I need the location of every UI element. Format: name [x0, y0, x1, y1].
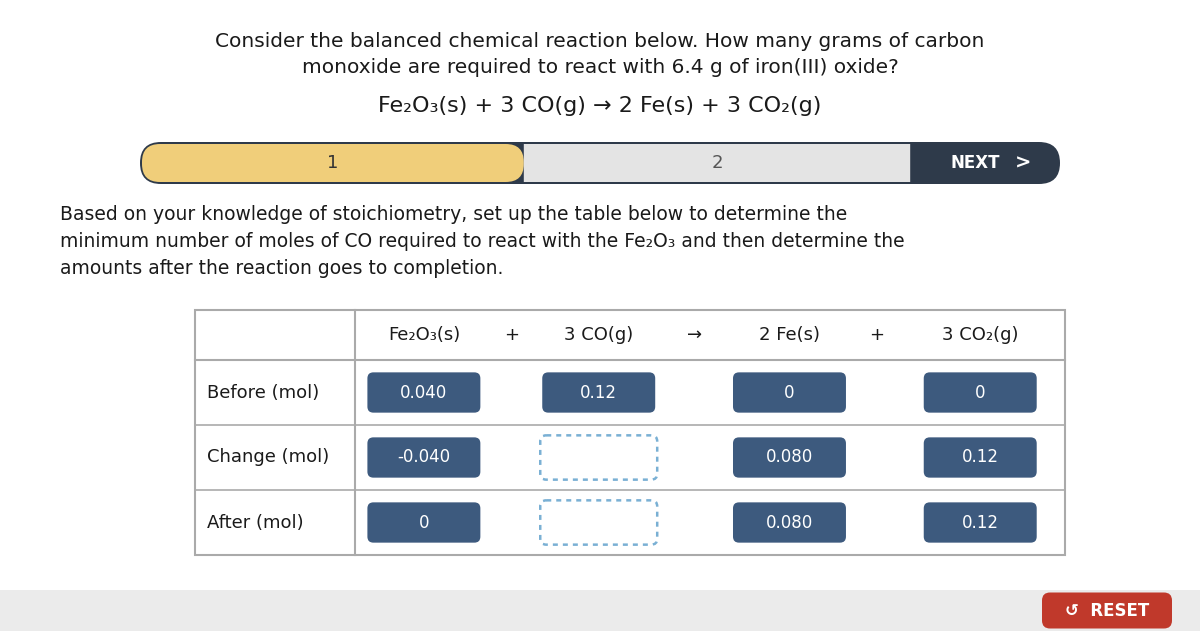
- FancyBboxPatch shape: [540, 500, 658, 545]
- Text: NEXT: NEXT: [950, 154, 1000, 172]
- Text: 0.12: 0.12: [961, 514, 998, 531]
- Text: 0: 0: [785, 384, 794, 401]
- Text: After (mol): After (mol): [208, 514, 304, 531]
- FancyBboxPatch shape: [733, 437, 846, 478]
- FancyBboxPatch shape: [523, 144, 910, 182]
- Text: 0.080: 0.080: [766, 449, 814, 466]
- Text: 0: 0: [974, 384, 985, 401]
- Bar: [194, 310, 1066, 555]
- Text: +: +: [870, 326, 884, 344]
- FancyBboxPatch shape: [367, 372, 480, 413]
- Text: Fe₂O₃(s) + 3 CO(g) → 2 Fe(s) + 3 CO₂(g): Fe₂O₃(s) + 3 CO(g) → 2 Fe(s) + 3 CO₂(g): [378, 96, 822, 116]
- Text: 0.12: 0.12: [581, 384, 617, 401]
- FancyBboxPatch shape: [367, 502, 480, 543]
- Text: Change (mol): Change (mol): [208, 449, 329, 466]
- Bar: [0, 590, 1200, 631]
- Text: Consider the balanced chemical reaction below. How many grams of carbon: Consider the balanced chemical reaction …: [215, 32, 985, 51]
- FancyBboxPatch shape: [733, 502, 846, 543]
- Text: minimum number of moles of CO required to react with the Fe₂O₃ and then determin: minimum number of moles of CO required t…: [60, 232, 905, 251]
- FancyBboxPatch shape: [142, 144, 523, 182]
- Text: >: >: [1015, 153, 1031, 172]
- Text: +: +: [504, 326, 518, 344]
- FancyBboxPatch shape: [1042, 593, 1172, 628]
- FancyBboxPatch shape: [367, 437, 480, 478]
- Text: 0.080: 0.080: [766, 514, 814, 531]
- Text: →: →: [686, 326, 702, 344]
- Text: monoxide are required to react with 6.4 g of iron(III) oxide?: monoxide are required to react with 6.4 …: [301, 58, 899, 77]
- FancyBboxPatch shape: [140, 142, 1060, 184]
- FancyBboxPatch shape: [924, 437, 1037, 478]
- Text: 0: 0: [419, 514, 430, 531]
- FancyBboxPatch shape: [540, 435, 658, 480]
- Text: amounts after the reaction goes to completion.: amounts after the reaction goes to compl…: [60, 259, 503, 278]
- FancyBboxPatch shape: [542, 372, 655, 413]
- Text: ↺  RESET: ↺ RESET: [1064, 601, 1150, 620]
- Text: 2 Fe(s): 2 Fe(s): [758, 326, 820, 344]
- Text: 3 CO₂(g): 3 CO₂(g): [942, 326, 1019, 344]
- Text: 3 CO(g): 3 CO(g): [564, 326, 634, 344]
- Text: Based on your knowledge of stoichiometry, set up the table below to determine th: Based on your knowledge of stoichiometry…: [60, 205, 847, 224]
- Text: Fe₂O₃(s): Fe₂O₃(s): [388, 326, 460, 344]
- Text: 1: 1: [328, 154, 338, 172]
- Text: 2: 2: [712, 154, 722, 172]
- FancyBboxPatch shape: [924, 372, 1037, 413]
- Text: -0.040: -0.040: [397, 449, 450, 466]
- Text: 0.040: 0.040: [401, 384, 448, 401]
- Text: Before (mol): Before (mol): [208, 384, 319, 401]
- Text: 0.12: 0.12: [961, 449, 998, 466]
- FancyBboxPatch shape: [924, 502, 1037, 543]
- FancyBboxPatch shape: [733, 372, 846, 413]
